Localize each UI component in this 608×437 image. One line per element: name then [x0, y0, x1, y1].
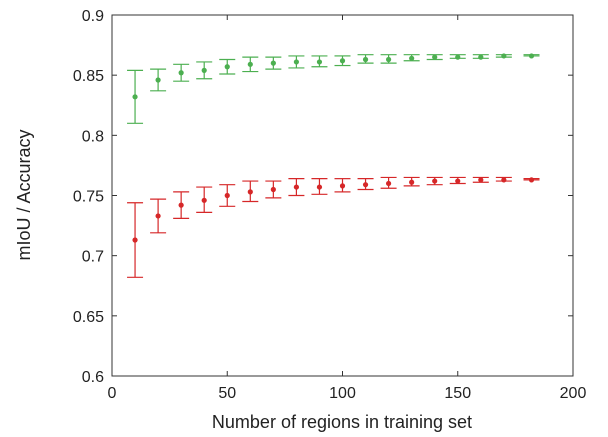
data-point [293, 59, 299, 65]
series-1 [127, 176, 540, 278]
data-point [270, 186, 276, 193]
data-point [201, 197, 207, 203]
axis-ticks: 0 50 100 150 200 0.6 0.65 0.7 0.75 0.8 0.85 0.9 [73, 8, 587, 402]
data-point [270, 60, 276, 66]
data-point [201, 67, 207, 73]
data-point [478, 177, 484, 183]
x-axis-label: Number of regions in training set [212, 412, 472, 432]
data-point [178, 70, 184, 76]
data-point [432, 54, 438, 60]
data-point [386, 56, 392, 63]
data-point [316, 59, 323, 65]
data-point [293, 184, 299, 190]
data-point [339, 183, 346, 189]
data-point [224, 64, 230, 70]
data-point [247, 61, 253, 67]
data-point [501, 177, 507, 183]
x-tick-label: 100 [329, 385, 356, 402]
data-point [455, 178, 461, 184]
data-point [132, 94, 138, 100]
data-point [501, 53, 507, 59]
data-point [386, 180, 392, 187]
x-tick-label: 50 [218, 385, 236, 402]
y-axis-label: mIoU / Accuracy [14, 129, 34, 260]
x-tick-label: 200 [560, 385, 587, 402]
plot-area [127, 53, 540, 278]
data-point [339, 58, 346, 64]
y-tick-label: 0.8 [82, 128, 104, 145]
data-point [362, 182, 369, 188]
data-point [528, 53, 535, 59]
data-point [247, 189, 253, 195]
data-point [155, 77, 161, 83]
y-tick-label: 0.9 [82, 8, 104, 25]
y-tick-label: 0.65 [73, 309, 104, 326]
y-tick-label: 0.6 [82, 369, 104, 386]
y-tick-label: 0.75 [73, 189, 104, 206]
data-point [132, 237, 138, 243]
data-point [409, 179, 415, 185]
data-point [478, 54, 484, 60]
x-tick-label: 0 [108, 385, 117, 402]
data-point [362, 56, 369, 63]
series-0 [127, 53, 540, 124]
y-tick-label: 0.85 [73, 68, 104, 85]
data-point [409, 55, 415, 61]
data-point [528, 177, 535, 183]
data-point [178, 202, 184, 208]
data-point [316, 184, 323, 190]
data-point [432, 178, 438, 184]
data-point [155, 213, 161, 219]
x-tick-label: 150 [444, 385, 471, 402]
y-tick-label: 0.7 [82, 249, 104, 266]
data-point [224, 192, 230, 199]
data-point [455, 54, 461, 60]
